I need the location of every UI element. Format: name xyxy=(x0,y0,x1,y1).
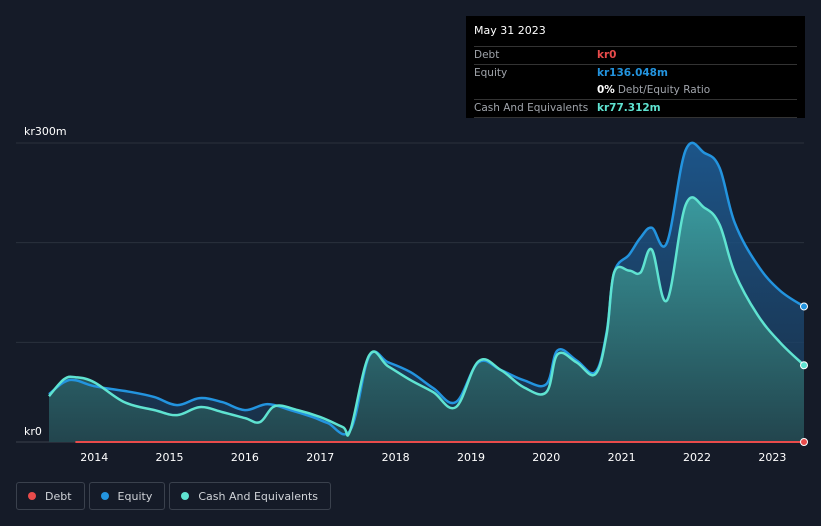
x-tick-2015: 2015 xyxy=(155,451,184,464)
equity-end-point xyxy=(800,302,808,311)
tooltip-ratio-label: Debt/Equity Ratio xyxy=(617,84,711,96)
tooltip-debt-label: Debt xyxy=(474,49,500,61)
y-axis-bottom-label: kr0 xyxy=(24,425,42,438)
tooltip-row-cash: Cash And Equivalents kr77.312m xyxy=(474,100,797,118)
cash-line xyxy=(48,196,805,437)
tooltip-ratio-value: 0% xyxy=(597,84,615,96)
series-areas xyxy=(49,142,804,442)
hover-tooltip: May 31 2023 Debt kr0 Equity kr136.048m 0… xyxy=(466,16,805,118)
cash-dot-icon xyxy=(181,492,190,500)
end-markers xyxy=(800,302,808,446)
legend-debt-label: Debt xyxy=(45,489,72,503)
tooltip-debt-value: kr0 xyxy=(597,49,617,61)
legend-item-cash[interactable]: Cash And Equivalents xyxy=(169,482,331,510)
legend-item-equity[interactable]: Equity xyxy=(88,482,166,510)
tooltip-row-equity: Equity kr136.048m xyxy=(474,65,797,82)
tooltip-cash-label: Cash And Equivalents xyxy=(474,102,589,114)
tooltip-row-debt: Debt kr0 xyxy=(474,47,797,65)
tooltip-row-ratio: 0% Debt/Equity Ratio xyxy=(474,82,797,100)
series-lines xyxy=(48,141,805,444)
tooltip-date: May 31 2023 xyxy=(474,24,797,47)
x-tick-2014: 2014 xyxy=(80,451,109,464)
x-tick-2018: 2018 xyxy=(381,451,410,464)
legend-cash-label: Cash And Equivalents xyxy=(198,489,318,503)
x-tick-2017: 2017 xyxy=(306,451,335,464)
cash-area xyxy=(49,197,804,442)
chart-legend: Debt Equity Cash And Equivalents xyxy=(16,482,331,510)
cash-end-point xyxy=(800,361,808,370)
x-tick-2023: 2023 xyxy=(758,451,787,464)
equity-dot-icon xyxy=(100,492,109,500)
x-tick-2021: 2021 xyxy=(607,451,636,464)
debt-dot-icon xyxy=(28,492,36,500)
x-tick-2020: 2020 xyxy=(532,451,561,464)
tooltip-cash-value: kr77.312m xyxy=(597,102,661,114)
legend-equity-label: Equity xyxy=(117,489,153,503)
tooltip-equity-value: kr136.048m xyxy=(597,67,668,79)
y-axis-top-label: kr300m xyxy=(24,125,67,138)
x-tick-2022: 2022 xyxy=(683,451,711,464)
debt-end-point xyxy=(800,438,808,446)
x-tick-2019: 2019 xyxy=(456,451,485,464)
x-tick-2016: 2016 xyxy=(230,451,259,464)
tooltip-equity-label: Equity xyxy=(474,67,508,79)
legend-item-debt[interactable]: Debt xyxy=(16,482,85,510)
